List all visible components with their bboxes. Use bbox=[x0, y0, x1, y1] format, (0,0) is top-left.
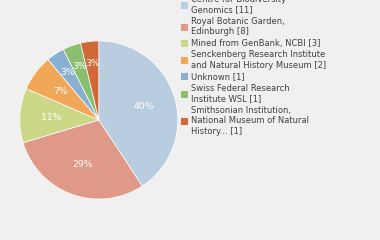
Text: 3%: 3% bbox=[72, 62, 87, 71]
Wedge shape bbox=[99, 41, 178, 186]
Text: 3%: 3% bbox=[60, 68, 75, 77]
Wedge shape bbox=[23, 120, 142, 199]
Wedge shape bbox=[48, 49, 99, 120]
Text: 3%: 3% bbox=[85, 59, 100, 68]
Text: 29%: 29% bbox=[72, 160, 93, 169]
Text: 11%: 11% bbox=[41, 113, 62, 122]
Text: 40%: 40% bbox=[134, 102, 155, 111]
Wedge shape bbox=[81, 41, 99, 120]
Wedge shape bbox=[20, 89, 99, 143]
Wedge shape bbox=[63, 43, 99, 120]
Legend: Centre for Biodiversity
Genomics [11], Royal Botanic Garden,
Edinburgh [8], Mine: Centre for Biodiversity Genomics [11], R… bbox=[180, 0, 326, 136]
Wedge shape bbox=[26, 60, 99, 120]
Text: 7%: 7% bbox=[54, 87, 68, 96]
